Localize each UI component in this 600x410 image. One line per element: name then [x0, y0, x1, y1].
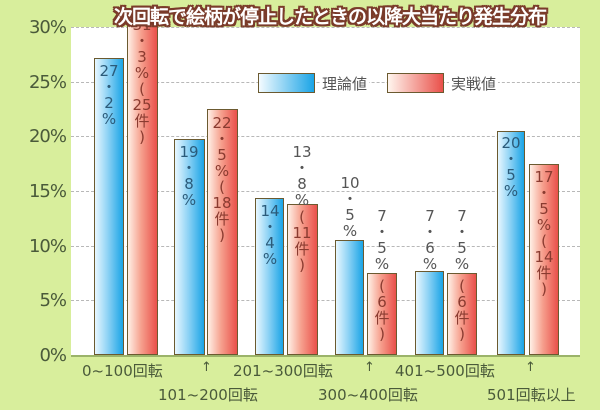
value-label-actual-top-201-300: 13 ・ 8 %: [292, 143, 312, 209]
x-label-501-plus: 501回転以上: [487, 386, 576, 404]
x-label-300-400: 300~400回転: [318, 386, 418, 404]
value-label-actual-201-300: ( 11 件 ): [292, 208, 312, 274]
value-label-theory-101-200: 19 ・ 8 %: [179, 143, 199, 209]
value-label-actual-top-300-400: 7 ・ 5 %: [374, 207, 390, 273]
y-tick-25: 25%: [28, 72, 67, 93]
legend-actual: 実戦値: [387, 71, 499, 95]
legend-swatch-theory: [258, 73, 315, 93]
y-tick-10: 10%: [28, 236, 67, 257]
value-label-theory-0-100: 27 ・ 2 %: [99, 62, 119, 128]
x-label-101-200: 101~200回転: [158, 386, 258, 404]
value-label-theory-201-300: 14 ・ 4 %: [260, 202, 280, 268]
value-label-actual-101-200: 22 ・ 5 % ( 18 件 ): [212, 114, 232, 244]
value-label-theory-401-500: 7 ・ 6 %: [422, 207, 438, 273]
y-tick-5: 5%: [39, 290, 67, 311]
x-label-0-100: 0~100回転: [82, 362, 163, 380]
bar-actual-0-100: [127, 13, 158, 355]
bar-theory-300-400: [335, 240, 364, 355]
gridline: [71, 300, 580, 301]
bar-theory-401-500: [415, 271, 444, 355]
bar-theory-201-300: [255, 198, 284, 355]
y-tick-0: 0%: [39, 345, 67, 366]
arrow-up-icon: ↑: [525, 360, 536, 375]
x-label-401-500: 401~500回転: [395, 362, 495, 380]
value-label-actual-top-401-500: 7 ・ 5 %: [454, 207, 470, 273]
value-label-theory-501-plus: 20 ・ 5 %: [501, 134, 521, 200]
bar-actual-401-500: [447, 273, 477, 355]
value-label-actual-300-400: ( 6 件 ): [374, 277, 390, 343]
y-tick-15: 15%: [28, 181, 67, 202]
bar-actual-501-plus: [529, 164, 559, 355]
value-label-actual-401-500: ( 6 件 ): [454, 277, 470, 343]
bar-actual-201-300: [287, 204, 318, 355]
y-tick-20: 20%: [28, 126, 67, 147]
legend-label-theory: 理論値: [320, 72, 370, 94]
arrow-up-icon: ↑: [201, 360, 212, 375]
value-label-actual-0-100: 31 ・ 3 % ( 25 件 ): [132, 16, 152, 146]
legend-theory: 理論値: [258, 71, 370, 95]
gridline: [71, 191, 580, 192]
legend-swatch-actual: [387, 73, 444, 93]
plot-area: 理論値 実戦値 27 ・ 2 % 31 ・ 3 % ( 25 件 ) 19 ・ …: [71, 13, 580, 357]
value-label-theory-300-400: 10 ・ 5 %: [340, 174, 360, 240]
value-label-actual-501-plus: 17 ・ 5 % ( 14 件 ): [534, 168, 554, 298]
x-label-201-300: 201~300回転: [233, 362, 333, 380]
bar-actual-101-200: [207, 109, 238, 355]
legend-label-actual: 実戦値: [449, 72, 499, 94]
chart-title: 次回転で絵柄が停止したときの以降大当たり発生分布: [113, 6, 547, 28]
bar-theory-101-200: [174, 139, 205, 355]
bar-theory-501-plus: [497, 131, 525, 355]
gridline: [71, 246, 580, 247]
y-tick-30: 30%: [28, 17, 67, 38]
bar-theory-0-100: [94, 58, 124, 355]
gridline: [71, 27, 580, 28]
arrow-up-icon: ↑: [364, 360, 375, 375]
gridline: [71, 136, 580, 137]
bar-actual-300-400: [367, 273, 397, 355]
